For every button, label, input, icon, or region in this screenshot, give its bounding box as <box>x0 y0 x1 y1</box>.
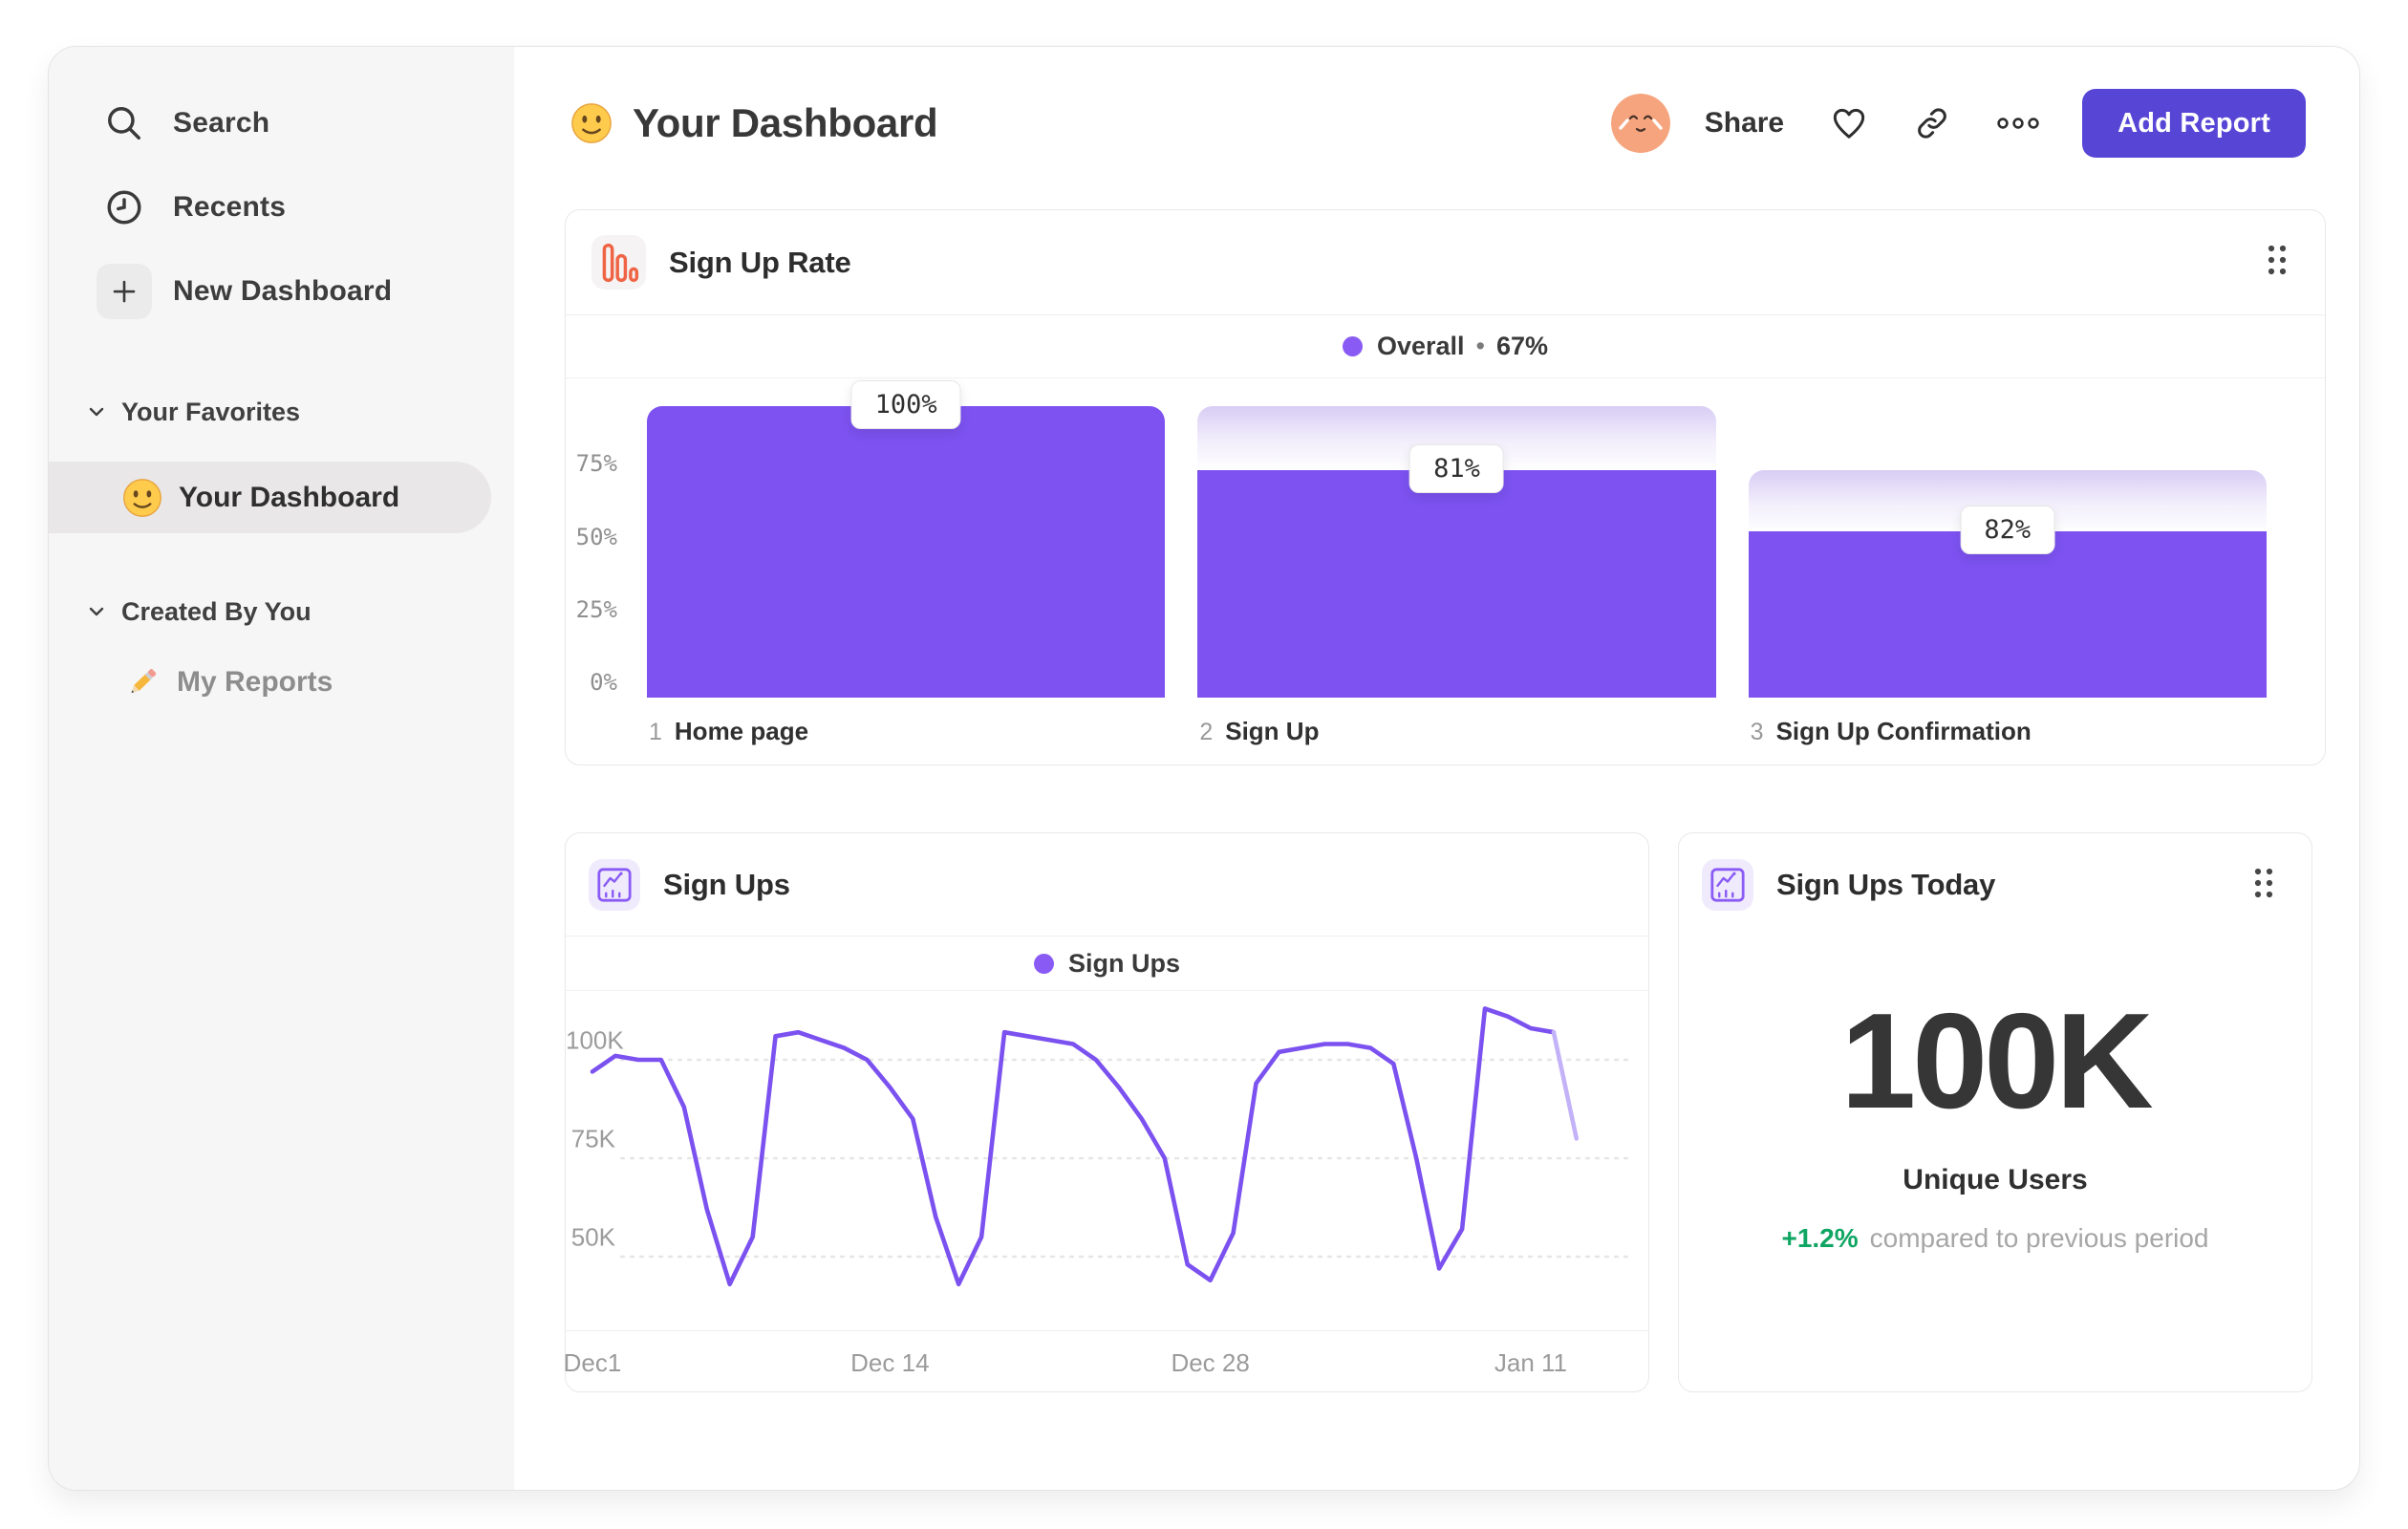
line-chart-icon <box>1702 859 1753 911</box>
line-y-tick: 100K <box>566 1025 624 1055</box>
sidebar-section-your-favorites[interactable]: Your Favorites <box>49 383 514 441</box>
funnel-y-tick: 75% <box>575 450 617 478</box>
page-header: Your Dashboard Share <box>570 85 2306 162</box>
stat-card: Sign Ups Today 100K Unique Users +1.2% co <box>1678 832 2312 1392</box>
drag-handle-icon[interactable] <box>2258 236 2296 289</box>
link-icon[interactable] <box>1914 105 1950 141</box>
sidebar: Search Recents New Dashboard Your Favori… <box>49 47 514 1490</box>
line-y-tick: 75K <box>570 1124 615 1153</box>
legend-value: 67% <box>1495 332 1549 360</box>
main-content: Your Dashboard Share <box>514 47 2359 1490</box>
more-dots-icon[interactable] <box>1996 115 2040 132</box>
smiley-emoji-icon <box>123 478 161 517</box>
line-x-tick: Dec 14 <box>850 1348 930 1377</box>
bar-chart-icon <box>591 235 646 290</box>
funnel-bar[interactable]: 100% 1 Home page <box>647 380 1166 745</box>
funnel-step-label: 2 Sign Up <box>1199 717 1320 745</box>
card-title: Sign Up Rate <box>669 245 851 279</box>
line-chart-plot[interactable] <box>566 996 1650 1330</box>
sidebar-section-created-by-you[interactable]: Created By You <box>49 583 514 640</box>
line-x-tick: Jan 11 <box>1494 1348 1568 1377</box>
line-chart-card: Sign Ups Sign Ups 100K 75K 50K Dec1 Dec 14 D… <box>563 832 1650 1392</box>
line-chart-icon <box>589 858 640 911</box>
sidebar-item-label: New Dashboard <box>173 275 393 307</box>
line-legend: Sign Ups <box>566 937 1648 991</box>
funnel-value-tooltip: 100% <box>850 380 961 429</box>
sidebar-item-search[interactable]: Search <box>49 81 514 165</box>
smiley-emoji-icon <box>571 103 612 143</box>
stat-sublabel: Unique Users <box>1903 1164 2088 1195</box>
drag-handle-icon[interactable] <box>2245 859 2283 912</box>
funnel-bar-fill <box>647 406 1166 698</box>
sidebar-item-label: Recents <box>173 191 287 223</box>
funnel-bar-fill <box>1748 531 2267 698</box>
card-title: Sign Ups Today <box>1776 868 1996 901</box>
card-title: Sign Ups <box>663 867 790 901</box>
funnel-step-label: 3 Sign Up Confirmation <box>1750 717 2032 745</box>
page-title: Your Dashboard <box>633 100 938 145</box>
funnel-y-tick: 0% <box>590 669 617 696</box>
sidebar-item-label: Search <box>173 107 270 139</box>
line-y-tick: 50K <box>570 1222 615 1252</box>
sidebar-item-new-dashboard[interactable]: New Dashboard <box>49 249 514 334</box>
stat-delta: +1.2% <box>1781 1223 1859 1253</box>
funnel-legend: Overall • 67% <box>566 315 2325 378</box>
funnel-bar[interactable]: 81% 2 Sign Up <box>1197 406 1716 745</box>
funnel-bar-fill <box>1197 470 1716 698</box>
heart-icon[interactable] <box>1830 104 1868 142</box>
legend-dot <box>1342 336 1363 356</box>
sidebar-item-my-reports[interactable]: My Reports <box>49 652 514 713</box>
stat-value: 100K <box>1840 985 2153 1137</box>
clock-icon <box>97 180 152 235</box>
line-x-axis: Dec1 Dec 14 Dec 28 Jan 11 <box>563 1330 1648 1391</box>
stat-delta-description: compared to previous period <box>1869 1223 2209 1253</box>
plus-icon <box>97 264 152 319</box>
sidebar-item-your-dashboard[interactable]: Your Dashboard <box>49 462 491 533</box>
line-series <box>590 1006 1557 1287</box>
legend-dot <box>1033 953 1054 974</box>
share-button[interactable]: Share <box>1704 107 1785 139</box>
line-x-tick: Dec1 <box>563 1348 622 1377</box>
app-window: Search Recents New Dashboard Your Favori… <box>48 46 2360 1491</box>
chevron-down-icon <box>89 607 104 616</box>
funnel-value-tooltip: 81% <box>1409 444 1504 494</box>
funnel-card: Sign Up Rate Overall • 67% 75 <box>565 209 2326 765</box>
stat-body: 100K Unique Users +1.2% compared to previ… <box>1679 938 2311 1254</box>
chevron-down-icon <box>89 407 104 417</box>
legend-label: Overall <box>1376 332 1465 360</box>
sidebar-item-recents[interactable]: Recents <box>49 165 514 249</box>
legend-separator: • <box>1475 332 1485 360</box>
funnel-step-label: 1 Home page <box>649 717 809 745</box>
funnel-y-tick: 50% <box>575 523 617 550</box>
line-series <box>1551 1029 1580 1141</box>
funnel-value-tooltip: 82% <box>1960 506 2055 555</box>
funnel-bar[interactable]: 82% 3 Sign Up Confirmation <box>1748 406 2267 745</box>
funnel-chart: 75% 50% 25% 0% 100% 1 Home page 81% 2 Sign Up 82% 3… <box>566 379 2325 764</box>
funnel-y-tick: 25% <box>575 595 617 623</box>
add-report-button[interactable]: Add Report <box>2082 89 2306 158</box>
avatar[interactable] <box>1610 94 1670 153</box>
pencil-emoji-icon <box>131 669 157 694</box>
search-icon <box>97 96 152 151</box>
legend-label: Sign Ups <box>1067 948 1180 978</box>
line-x-tick: Dec 28 <box>1171 1348 1250 1377</box>
